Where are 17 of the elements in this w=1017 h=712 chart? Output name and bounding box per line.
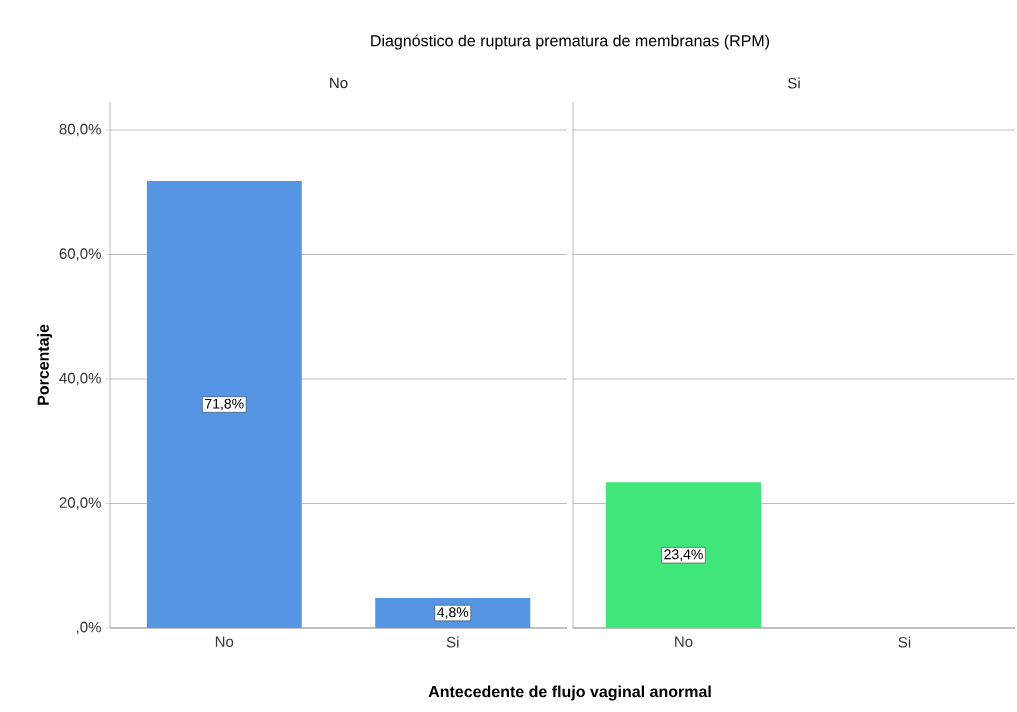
x-axis-title: Antecedente de flujo vaginal anormal <box>428 685 711 701</box>
chart-subtitle: No <box>330 77 348 89</box>
x-tick-label: No <box>675 636 693 647</box>
x-tick-label: Si <box>898 636 911 648</box>
data-label: 71,8% <box>205 398 244 411</box>
y-tick-label: 60,0% <box>59 248 101 261</box>
chart-subtitle: Si <box>788 77 800 89</box>
x-tick-label: Si <box>446 636 459 648</box>
y-tick-label: ,0% <box>76 621 101 635</box>
data-label: 4,8% <box>437 607 469 619</box>
y-tick-label: 80,0% <box>59 123 101 137</box>
chart-title: Diagnóstico de ruptura prematura de membranas (RPM) <box>371 34 770 50</box>
data-label: 23,4% <box>664 549 703 561</box>
y-tick-label: 40,0% <box>59 372 101 386</box>
y-axis-title: Porcentaje <box>37 324 53 405</box>
x-tick-label: No <box>215 636 234 647</box>
y-tick-label: 20,0% <box>59 497 101 510</box>
